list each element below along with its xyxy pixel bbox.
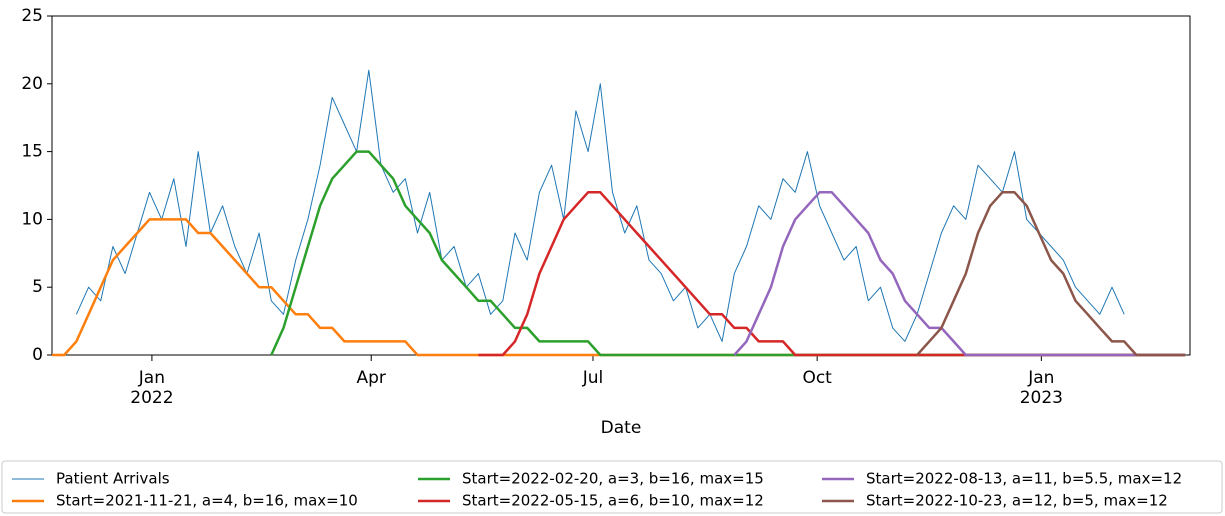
y-tick-label: 5 xyxy=(32,277,43,297)
y-tick-label: 20 xyxy=(21,74,43,94)
legend-label: Start=2021-11-21, a=4, b=16, max=10 xyxy=(56,492,358,510)
legend-label: Start=2022-10-23, a=12, b=5, max=12 xyxy=(866,492,1168,510)
y-tick-label: 15 xyxy=(21,142,43,162)
legend: Patient Arrivals Start=2021-11-21, a=4, b… xyxy=(12,470,1182,510)
y-tick-label: 25 xyxy=(21,6,43,26)
series-line xyxy=(916,191,1186,357)
legend-label: Start=2022-08-13, a=11, b=5.5, max=12 xyxy=(866,470,1182,488)
y-tick-label: 10 xyxy=(21,209,43,229)
plot-frame xyxy=(51,15,1191,356)
series-line xyxy=(52,218,1186,357)
series-line xyxy=(75,69,1125,342)
x-axis-label: Date xyxy=(601,418,642,438)
x-tick-label: Jan 2023 xyxy=(1020,368,1063,408)
legend-label: Start=2022-05-15, a=6, b=10, max=12 xyxy=(462,492,764,510)
x-tick-label: Jul xyxy=(582,368,604,388)
series-line xyxy=(733,191,1186,357)
x-tick-label: Jan 2022 xyxy=(130,368,173,408)
series-line xyxy=(478,191,1186,357)
legend-label: Start=2022-02-20, a=3, b=16, max=15 xyxy=(462,470,764,488)
x-tick-label: Apr xyxy=(357,368,386,388)
y-tick-label: 0 xyxy=(32,345,43,365)
legend-label: Patient Arrivals xyxy=(56,470,170,488)
x-tick-label: Oct xyxy=(802,368,832,388)
legend-box xyxy=(1,460,1223,514)
